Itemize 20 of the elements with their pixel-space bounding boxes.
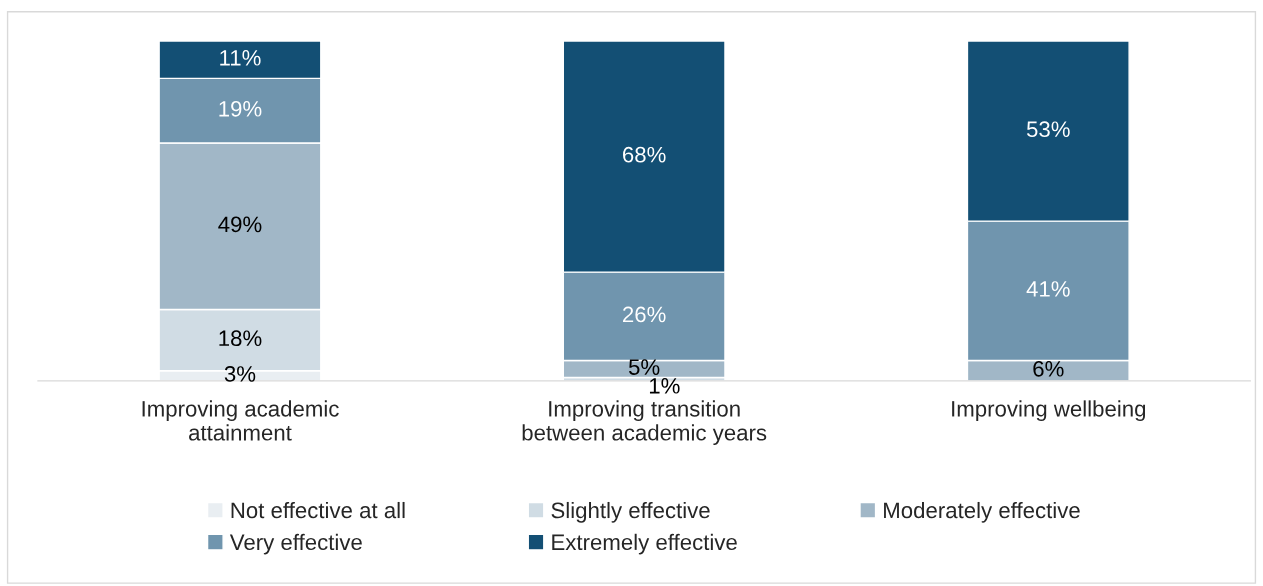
- data-label: 11%: [220, 50, 261, 66]
- legend-label: Extremely effective: [552, 533, 737, 555]
- legend-label: Slightly effective: [551, 501, 710, 523]
- data-label: 1%: [649, 378, 680, 394]
- data-label: 53%: [1026, 121, 1070, 138]
- x-tick-label: Improving academic attainment: [142, 400, 339, 441]
- data-label: 26%: [623, 306, 666, 323]
- legend-label: Very effective: [229, 533, 362, 555]
- data-label: 3%: [224, 366, 256, 382]
- legend-label: Moderately effective: [884, 501, 1080, 523]
- data-label: 19%: [219, 100, 262, 117]
- x-tick-label: Improving transition between academic years: [522, 400, 767, 445]
- data-label: 41%: [1026, 281, 1070, 297]
- data-label: 6%: [1033, 360, 1064, 377]
- data-label: 49%: [218, 216, 262, 233]
- data-label: 5%: [628, 359, 660, 375]
- x-tick-label: Improving wellbeing: [952, 400, 1146, 422]
- data-label: 18%: [219, 330, 262, 347]
- legend-label: Not effective at all: [231, 501, 405, 519]
- data-label: 68%: [623, 146, 666, 163]
